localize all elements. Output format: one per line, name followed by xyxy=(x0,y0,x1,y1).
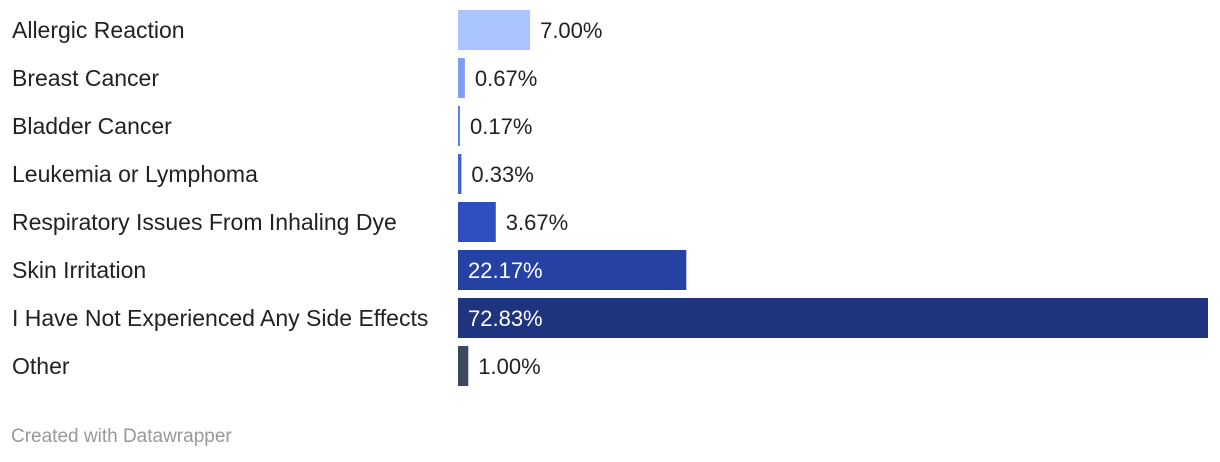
bar xyxy=(458,298,1208,338)
value-label: 22.17% xyxy=(468,258,543,283)
bar-row-other: Other 1.00% xyxy=(12,346,541,386)
bar-row-i-have-not-experienced-any-side-effects: I Have Not Experienced Any Side Effects 7… xyxy=(12,298,1208,338)
value-label: 7.00% xyxy=(540,18,602,43)
category-label: Leukemia or Lymphoma xyxy=(12,161,258,187)
bar xyxy=(458,154,462,194)
bar-row-respiratory-issues-from-inhaling-dye: Respiratory Issues From Inhaling Dye 3.67… xyxy=(12,202,568,242)
value-label: 0.17% xyxy=(470,114,532,139)
value-label: 3.67% xyxy=(506,210,568,235)
category-label: Other xyxy=(12,353,70,379)
bar xyxy=(458,106,460,146)
bar-row-allergic-reaction: Allergic Reaction 7.00% xyxy=(12,10,602,50)
bar-row-bladder-cancer: Bladder Cancer 0.17% xyxy=(12,106,532,146)
bar-row-breast-cancer: Breast Cancer 0.67% xyxy=(12,58,537,98)
category-label: Bladder Cancer xyxy=(12,113,172,139)
value-label: 0.33% xyxy=(471,162,533,187)
bar-chart: Allergic Reaction 7.00% Breast Cancer 0.67%… xyxy=(12,10,1208,386)
footer-credit: Created with Datawrapper xyxy=(11,426,232,447)
category-label: Skin Irritation xyxy=(12,257,146,283)
bar-row-skin-irritation: Skin Irritation 22.17% xyxy=(12,250,687,290)
bar-row-leukemia-or-lymphoma: Leukemia or Lymphoma 0.33% xyxy=(12,154,534,194)
bar xyxy=(458,202,496,242)
bar xyxy=(458,346,469,386)
category-label: Allergic Reaction xyxy=(12,17,185,43)
value-label: 0.67% xyxy=(475,66,537,91)
category-label: Respiratory Issues From Inhaling Dye xyxy=(12,209,397,235)
bar xyxy=(458,10,531,50)
value-label: 1.00% xyxy=(478,354,540,379)
category-label: I Have Not Experienced Any Side Effects xyxy=(12,305,428,331)
category-label: Breast Cancer xyxy=(12,65,159,91)
value-label: 72.83% xyxy=(468,306,543,331)
bar xyxy=(458,250,687,290)
bar xyxy=(458,58,465,98)
